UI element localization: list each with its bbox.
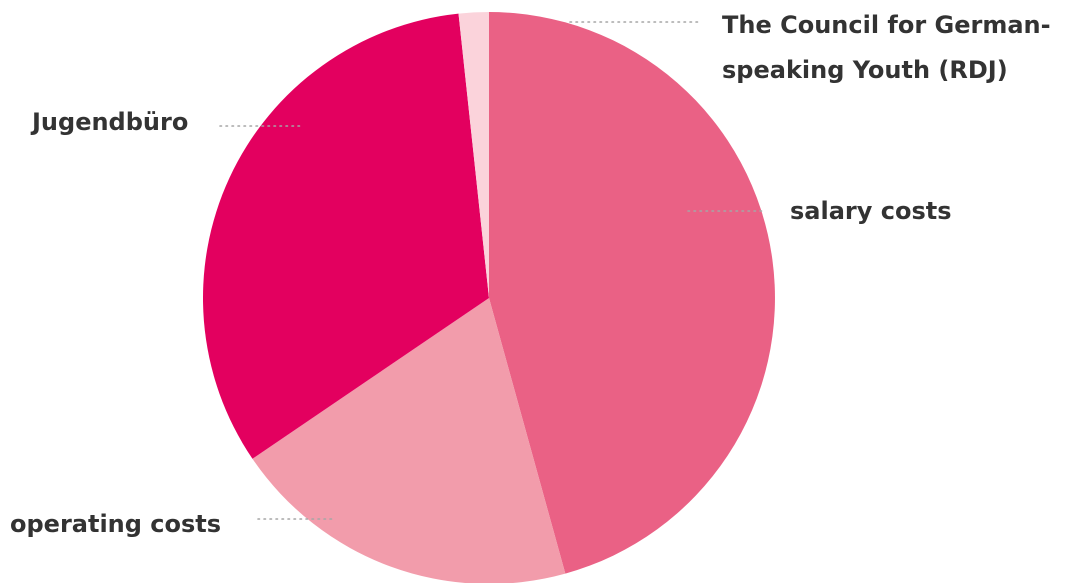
pie-slice-the-council-for-german-speaking-youth-rdj <box>458 12 489 298</box>
slice-label-rdj: The Council for German- speaking Youth (… <box>722 11 1059 84</box>
pie-slices <box>202 12 775 583</box>
slice-label-rdj-line-1: The Council for German- <box>722 11 1051 39</box>
slice-label-operating-costs: operating costs <box>10 510 221 538</box>
pie-slice-operating-costs <box>252 298 566 583</box>
slice-label-salary-costs: salary costs <box>790 197 952 225</box>
slice-label-jugendburo: Jugendbüro <box>30 108 188 136</box>
pie-slice-salary-costs <box>489 12 775 574</box>
pie-slice-jugendb-ro <box>202 13 489 459</box>
slice-label-rdj-line-2: speaking Youth (RDJ) <box>722 56 1008 84</box>
leader-lines <box>219 21 763 520</box>
